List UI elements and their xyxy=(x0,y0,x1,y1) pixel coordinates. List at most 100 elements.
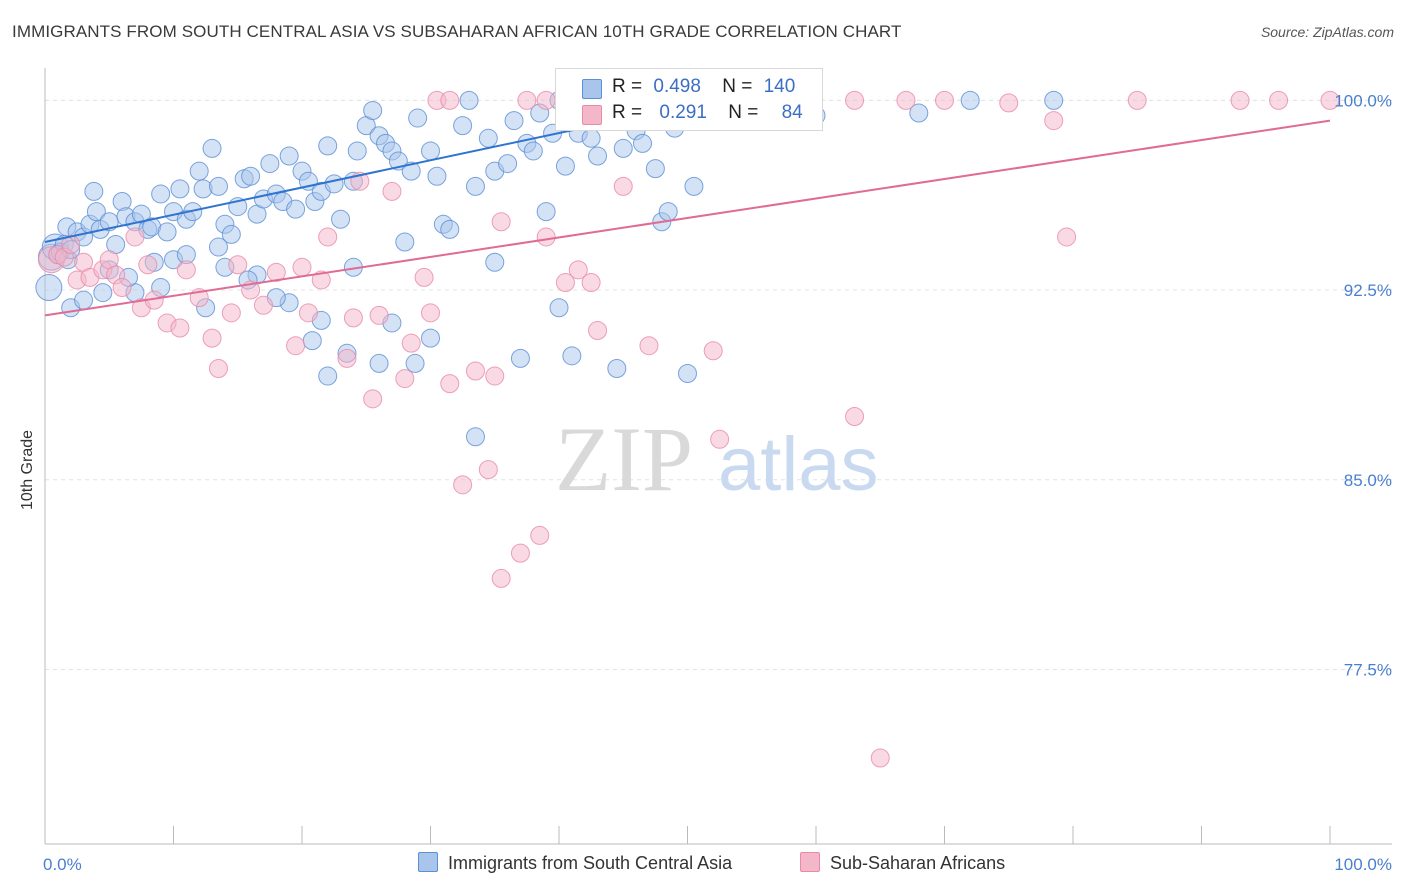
point-sub-saharan xyxy=(478,460,498,480)
point-south-central-asia xyxy=(405,353,425,373)
point-sub-saharan xyxy=(491,568,511,588)
legend-r-value: 0.498 xyxy=(653,76,701,97)
point-sub-saharan xyxy=(401,333,421,353)
point-south-central-asia xyxy=(170,179,190,199)
point-sub-saharan xyxy=(266,262,286,282)
series-label-b: Sub-Saharan Africans xyxy=(830,853,1006,873)
point-south-central-asia xyxy=(427,166,447,186)
point-south-central-asia xyxy=(684,176,704,196)
chart-title: IMMIGRANTS FROM SOUTH CENTRAL ASIA VS SU… xyxy=(12,22,902,41)
tick-labels: 77.5% 85.0% 92.5% 100.0% 0.0% 100.0% xyxy=(43,91,1392,874)
point-sub-saharan xyxy=(170,318,190,338)
point-sub-saharan xyxy=(440,374,460,394)
point-sub-saharan xyxy=(517,90,537,110)
y-tick-label: 77.5% xyxy=(1344,660,1392,679)
watermark-atlas: atlas xyxy=(718,422,879,507)
point-sub-saharan xyxy=(414,267,434,287)
point-sub-saharan xyxy=(485,366,505,386)
y-tick-label: 85.0% xyxy=(1344,471,1392,490)
point-south-central-asia xyxy=(498,154,518,174)
legend-swatch-pink xyxy=(582,105,602,125)
legend-r-value: 0.291 xyxy=(659,102,707,123)
point-sub-saharan xyxy=(536,90,556,110)
point-sub-saharan xyxy=(536,227,556,247)
point-sub-saharan xyxy=(453,475,473,495)
point-south-central-asia xyxy=(84,181,104,201)
point-sub-saharan xyxy=(1269,90,1289,110)
point-south-central-asia xyxy=(74,290,94,310)
point-sub-saharan xyxy=(935,90,954,110)
point-south-central-asia xyxy=(459,90,479,110)
point-south-central-asia xyxy=(510,348,530,368)
point-sub-saharan xyxy=(1230,90,1250,110)
point-sub-saharan xyxy=(253,295,273,315)
point-sub-saharan xyxy=(343,308,363,328)
point-sub-saharan xyxy=(228,255,248,275)
point-sub-saharan xyxy=(999,93,1019,113)
point-south-central-asia xyxy=(421,328,440,348)
legend-r-label: R = xyxy=(612,102,643,123)
point-south-central-asia xyxy=(633,133,653,153)
point-south-central-asia xyxy=(440,219,460,239)
point-south-central-asia xyxy=(324,174,344,194)
series-swatch-blue xyxy=(418,852,438,872)
point-south-central-asia xyxy=(260,154,280,174)
point-sub-saharan xyxy=(588,321,608,341)
source-label: Source: ZipAtlas.com xyxy=(1260,24,1394,40)
x-tick-label: 0.0% xyxy=(43,855,82,874)
trend-line-sub-saharan xyxy=(44,119,1331,317)
point-south-central-asia xyxy=(395,232,415,252)
point-sub-saharan xyxy=(491,212,511,232)
point-south-central-asia xyxy=(562,346,582,366)
point-sub-saharan xyxy=(440,90,460,110)
y-tick-label: 92.5% xyxy=(1344,281,1392,300)
point-south-central-asia xyxy=(504,111,524,131)
point-south-central-asia xyxy=(302,331,322,351)
point-south-central-asia xyxy=(678,364,697,384)
point-sub-saharan xyxy=(61,235,81,255)
watermark-zip: ZIP xyxy=(555,408,693,510)
point-sub-saharan xyxy=(318,227,338,247)
point-south-central-asia xyxy=(93,283,113,303)
point-sub-saharan xyxy=(298,303,318,323)
point-south-central-asia xyxy=(465,176,485,196)
axes xyxy=(44,68,1392,845)
point-south-central-asia xyxy=(645,159,665,179)
point-sub-saharan xyxy=(1044,111,1064,131)
legend-row-blue: R = 0.498 N = 140 xyxy=(612,76,795,98)
point-south-central-asia xyxy=(157,222,177,242)
point-sub-saharan xyxy=(221,303,241,323)
point-south-central-asia xyxy=(151,184,171,204)
point-south-central-asia xyxy=(588,146,608,166)
point-south-central-asia xyxy=(581,128,601,148)
point-south-central-asia xyxy=(208,237,228,257)
point-south-central-asia xyxy=(202,138,222,158)
legend-row-pink: R = 0.291 N = 84 xyxy=(612,102,803,124)
series-legend-b: Sub-Saharan Africans xyxy=(800,852,1005,874)
point-south-central-asia xyxy=(555,156,575,176)
point-sub-saharan xyxy=(382,181,402,201)
x-tick-label: 100.0% xyxy=(1334,855,1392,874)
point-south-central-asia xyxy=(35,274,63,302)
point-sub-saharan xyxy=(710,429,730,449)
series-label-a: Immigrants from South Central Asia xyxy=(448,853,733,873)
point-south-central-asia xyxy=(453,116,473,136)
legend-n-label: N = xyxy=(722,76,753,97)
point-south-central-asia xyxy=(401,161,421,181)
watermark: ZIP atlas xyxy=(555,408,879,510)
point-sub-saharan xyxy=(555,272,575,292)
point-south-central-asia xyxy=(221,224,241,244)
series-swatch-pink xyxy=(800,852,820,872)
series-legend-a: Immigrants from South Central Asia xyxy=(418,852,732,874)
point-sub-saharan xyxy=(639,336,659,356)
y-tick-label: 100.0% xyxy=(1334,91,1392,110)
point-south-central-asia xyxy=(318,136,338,156)
point-sub-saharan xyxy=(202,328,222,348)
point-sub-saharan xyxy=(530,525,550,545)
point-south-central-asia xyxy=(465,427,485,447)
point-sub-saharan xyxy=(125,227,145,247)
point-south-central-asia xyxy=(549,298,569,318)
legend-n-value: 84 xyxy=(781,102,803,123)
point-sub-saharan xyxy=(510,543,530,563)
